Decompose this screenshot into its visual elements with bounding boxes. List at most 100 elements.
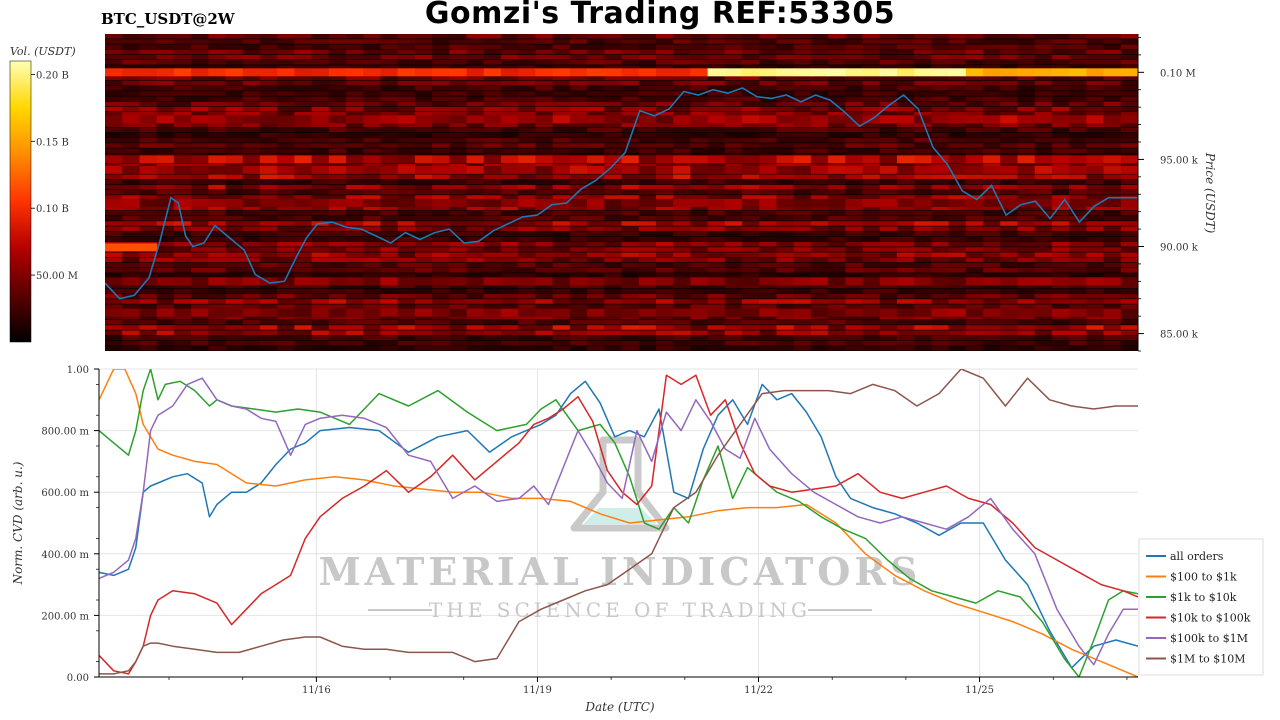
heatmap-level [1017,115,1036,124]
heatmap-cell [1017,340,1036,346]
heatmap-cell [363,325,382,330]
heatmap-cell [1051,96,1070,101]
heatmap-cell [793,231,812,237]
heatmap-cell [363,112,382,117]
heatmap-cell [1051,122,1070,127]
heatmap-cell [311,299,330,304]
heatmap-cell [965,44,984,49]
heatmap-level [1086,277,1105,286]
heatmap-cell [1034,127,1053,133]
heatmap-cell [983,236,1001,242]
heatmap-cell [1103,335,1122,341]
heatmap-cell [328,257,347,263]
heatmap-cell [1000,231,1019,237]
heatmap-cell [1000,65,1019,70]
heatmap-cell [414,54,433,60]
heatmap-cell [552,314,571,320]
heatmap-level [587,68,605,77]
heatmap-cell [690,221,709,226]
heatmap-cell [397,262,416,268]
heatmap-cell [500,231,519,237]
heatmap-cell [414,257,433,263]
heatmap-cell [397,179,416,185]
heatmap-cell [896,257,915,263]
heatmap-cell [535,54,554,60]
heatmap-cell [397,330,416,335]
heatmap-cell [208,268,227,273]
heatmap-level [105,308,123,317]
heatmap-cell [1069,294,1087,299]
heatmap-cell [810,44,829,49]
heatmap-cell [1034,106,1053,112]
heatmap-cell [690,268,709,273]
heatmap-cell [225,242,244,247]
heatmap-level [346,308,364,317]
heatmap-cell [139,283,158,289]
heatmap-cell [1017,143,1036,148]
heatmap-level [862,308,881,317]
heatmap-cell [896,96,915,101]
heatmap-cell [122,65,141,70]
heatmap-cell [862,273,881,278]
heatmap-cell [294,346,313,351]
heatmap-cell [1051,132,1070,138]
heatmap-cell [311,335,330,341]
heatmap-cell [105,143,123,148]
colorbar-tick-label: 50.00 M [36,271,78,282]
heatmap-level [862,277,881,286]
legend-label: $100k to $1M [1170,632,1248,645]
heatmap-cell [191,268,209,273]
heatmap-cell [191,288,209,294]
heatmap-cell [363,65,382,70]
heatmap-cell [328,65,347,70]
heatmap-cell [483,314,502,320]
heatmap-cell [742,252,760,257]
heatmap-cell [759,205,778,211]
heatmap-cell [810,226,829,231]
heatmap-cell [242,226,261,231]
heatmap-cell [638,54,657,60]
heatmap-cell [1120,304,1138,309]
heatmap-cell [552,106,571,112]
heatmap-cell [328,91,347,96]
heatmap-cell [845,283,864,289]
heatmap-cell [742,304,760,309]
heatmap-level [793,165,812,174]
heatmap-cell [225,190,244,195]
heatmap-cell [1000,179,1019,185]
heatmap-cell [414,314,433,320]
heatmap-cell [845,247,864,252]
heatmap-cell [535,340,554,346]
heatmap-cell [948,283,967,289]
heatmap-cell [1034,247,1053,252]
heatmap-cell [1086,101,1105,107]
heatmap-cell [587,190,605,195]
heatmap-cell [810,174,829,179]
heatmap-cell [432,101,450,107]
heatmap-cell [1051,148,1070,153]
heatmap-cell [621,143,640,148]
heatmap-cell [156,304,175,309]
heatmap-level [122,165,141,174]
heatmap-cell [1103,96,1122,101]
heatmap-cell [225,236,244,242]
heatmap-cell [828,138,846,143]
heatmap-cell [225,106,244,112]
heatmap-cell [742,299,760,304]
heatmap-cell [242,184,261,190]
heatmap-cell [311,106,330,112]
heatmap-cell [587,148,605,153]
heatmap-cell [983,257,1001,263]
heatmap-cell [569,60,588,65]
heatmap-cell [948,127,967,133]
heatmap-cell [1017,294,1036,299]
heatmap-cell [139,236,158,242]
heatmap-cell [242,179,261,185]
heatmap-cell [673,65,691,70]
heatmap-level [896,277,915,286]
heatmap-cell [1069,54,1087,60]
heatmap-cell [1103,54,1122,60]
heatmap-cell [208,112,227,117]
heatmap-cell [638,34,657,39]
heatmap-cell [346,216,364,221]
